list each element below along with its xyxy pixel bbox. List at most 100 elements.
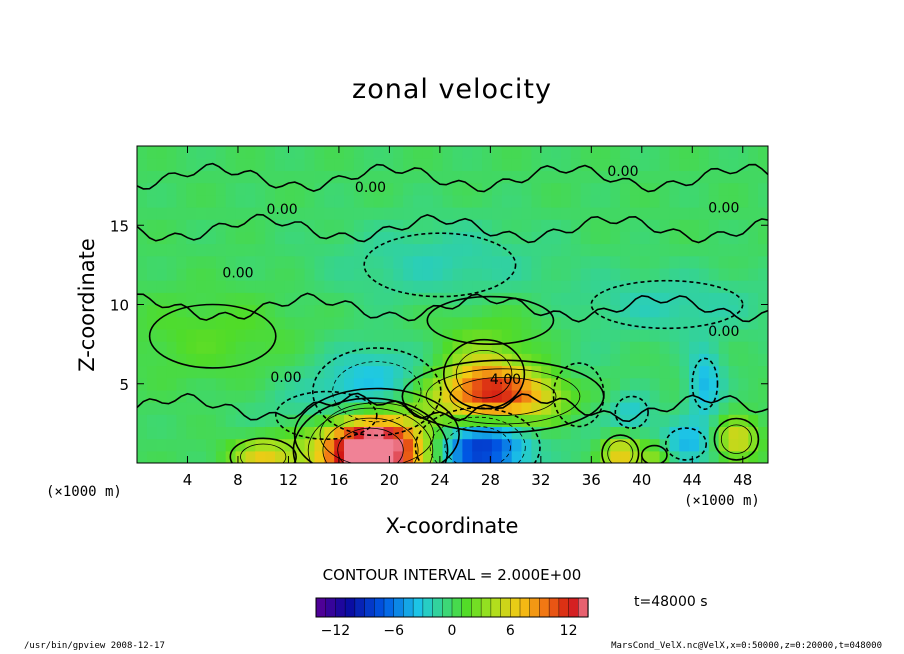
heatmap-cell (166, 402, 178, 415)
heatmap-cell (442, 243, 454, 257)
heatmap-cell (146, 158, 158, 171)
colorbar-swatch (325, 597, 337, 618)
heatmap-cell (689, 426, 700, 440)
heatmap-cell (166, 414, 178, 427)
heatmap-cell (590, 170, 601, 184)
heatmap-cell (570, 353, 582, 367)
heatmap-cell (748, 207, 759, 220)
heatmap-cell (156, 267, 168, 281)
heatmap-cell (353, 243, 365, 257)
heatmap-cell (541, 170, 552, 184)
heatmap-cell (422, 402, 434, 415)
heatmap-cell (531, 353, 542, 367)
heatmap-cell (373, 341, 385, 354)
heatmap-cell (156, 316, 168, 330)
heatmap-cell (176, 304, 187, 318)
heatmap-cell (413, 207, 424, 220)
heatmap-cell (403, 146, 414, 159)
heatmap-cell (610, 243, 621, 257)
heatmap-cell (166, 146, 178, 159)
heatmap-cell (353, 219, 365, 232)
heatmap-cell (176, 328, 187, 342)
heatmap-cell (275, 389, 286, 403)
heatmap-cell (245, 182, 256, 196)
heatmap-cell (590, 341, 601, 354)
heatmap-cell (590, 316, 601, 330)
heatmap-cell (718, 170, 730, 184)
heatmap-cell (215, 267, 227, 281)
heatmap-cell (166, 450, 178, 463)
heatmap-cell (166, 341, 178, 354)
heatmap-cell (649, 231, 661, 245)
heatmap-cell (491, 292, 503, 306)
heatmap-cell (482, 231, 493, 245)
heatmap-cell (363, 426, 375, 440)
heatmap-cell (462, 182, 473, 196)
heatmap-cell (363, 353, 375, 367)
heatmap-cell (393, 389, 404, 403)
heatmap-cell (215, 255, 227, 269)
contour-line (240, 443, 287, 463)
heatmap-cell (561, 341, 572, 354)
heatmap-cell (156, 414, 168, 427)
heatmap-cell (304, 365, 316, 379)
heatmap-cell (442, 280, 454, 293)
colorbar-swatch (364, 597, 375, 618)
heatmap-cell (176, 219, 187, 232)
heatmap-cell (156, 158, 168, 171)
heatmap-cell (294, 389, 306, 403)
heatmap-cell (620, 243, 631, 257)
heatmap-cell (422, 231, 434, 245)
heatmap-cell (422, 182, 434, 196)
heatmap-cell (255, 353, 266, 367)
heatmap-cell (225, 267, 237, 281)
heatmap-cell (255, 292, 266, 306)
heatmap-cell (235, 402, 247, 415)
heatmap-cell (630, 365, 641, 379)
heatmap-cell (137, 402, 148, 415)
heatmap-cell (294, 341, 306, 354)
heatmap-cell (146, 304, 158, 318)
heatmap-cell (186, 170, 197, 184)
heatmap-cell (146, 365, 158, 379)
heatmap-cell (413, 280, 424, 293)
heatmap-cell (511, 267, 523, 281)
heatmap-cell (679, 243, 690, 257)
heatmap-cell (373, 304, 385, 318)
heatmap-cell (738, 231, 749, 245)
heatmap-cell (363, 389, 375, 403)
heatmap-cell (679, 182, 690, 196)
heatmap-cell (600, 304, 611, 318)
heatmap-cell (265, 280, 276, 293)
heatmap-cell (225, 146, 237, 159)
heatmap-cell (373, 450, 385, 463)
heatmap-cell (403, 243, 414, 257)
heatmap-cell (600, 255, 611, 269)
heatmap-cell (196, 194, 207, 208)
heatmap-cell (137, 243, 148, 257)
heatmap-cell (511, 365, 523, 379)
chart-title: zonal velocity (352, 74, 552, 105)
heatmap-cell (699, 158, 710, 171)
heatmap-cell (146, 426, 158, 440)
heatmap-cell (363, 158, 375, 171)
heatmap-cell (255, 341, 266, 354)
contour-line (429, 416, 526, 463)
heatmap-cell (531, 316, 542, 330)
heatmap-cell (413, 292, 424, 306)
contour-line (444, 426, 511, 463)
heatmap-cell (146, 231, 158, 245)
heatmap-cell (206, 255, 217, 269)
heatmap-cell (166, 231, 178, 245)
heatmap-cell (304, 267, 316, 281)
heatmap-cell (294, 182, 306, 196)
heatmap-cell (156, 231, 168, 245)
heatmap-cell (344, 377, 355, 391)
heatmap-cell (462, 146, 473, 159)
heatmap-cell (196, 219, 207, 232)
heatmap-cell (166, 280, 178, 293)
heatmap-cell (206, 389, 217, 403)
heatmap-cell (639, 243, 651, 257)
heatmap-cell (186, 267, 197, 281)
heatmap-cell (531, 194, 542, 208)
